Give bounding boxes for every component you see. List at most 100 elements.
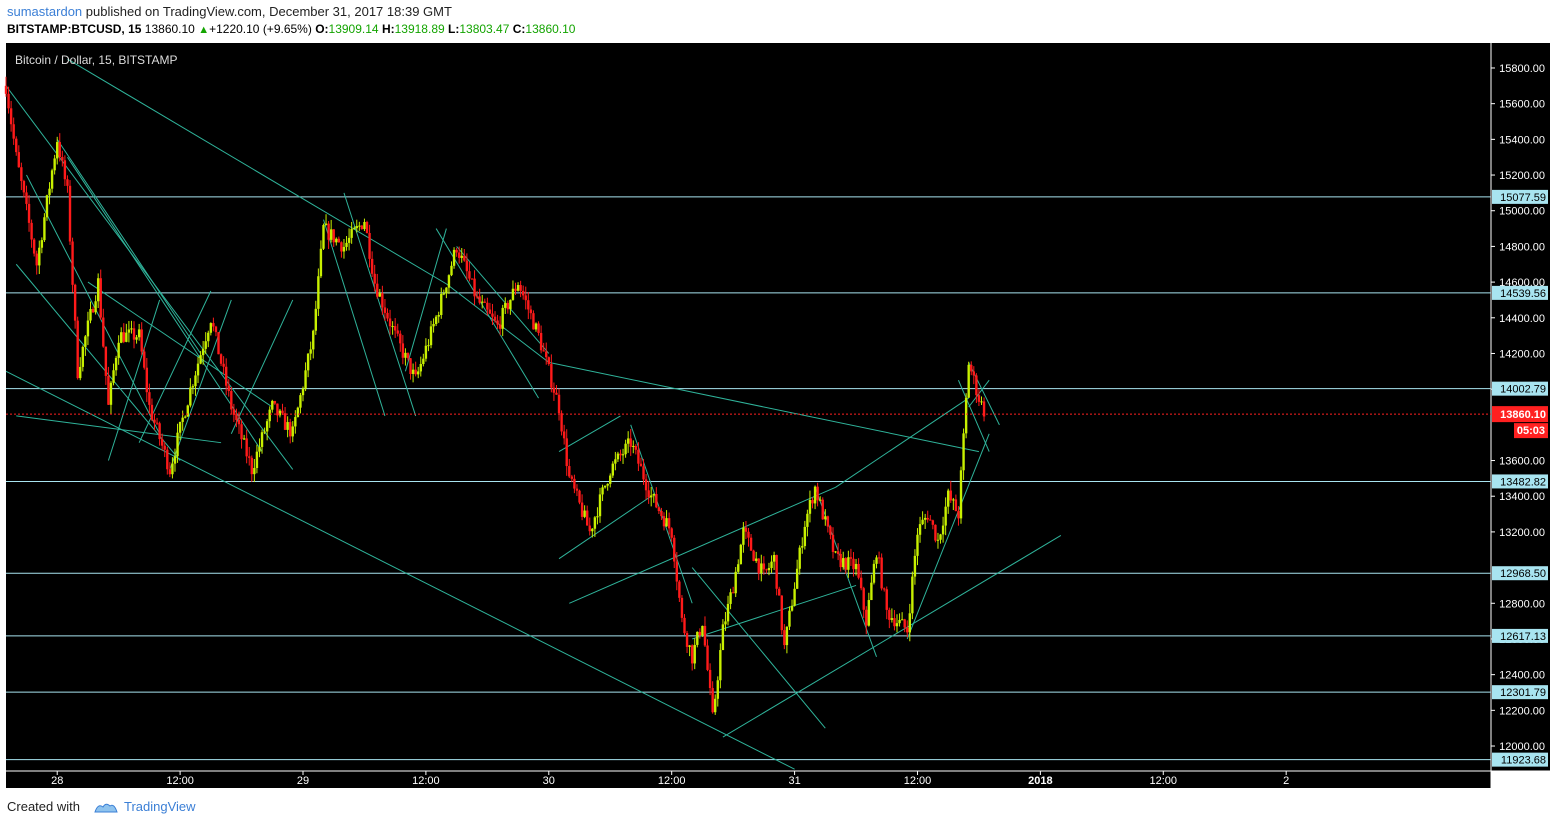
candle-up — [742, 527, 745, 545]
candle-up — [813, 486, 817, 504]
level-price-label: 12617.13 — [1500, 631, 1546, 643]
candle-down — [232, 409, 236, 415]
trendline[interactable] — [56, 139, 202, 354]
candle-up — [785, 626, 789, 646]
candle-down — [61, 157, 64, 161]
trendline[interactable] — [5, 370, 795, 770]
trendline[interactable] — [558, 415, 621, 453]
candle-down — [826, 516, 830, 527]
publish-info: sumastardon published on TradingView.com… — [7, 4, 452, 19]
candle-down — [849, 557, 853, 559]
author-link[interactable]: sumastardon — [7, 4, 83, 19]
candle-up — [194, 375, 197, 387]
candle-up — [253, 468, 256, 475]
candle-up — [209, 323, 213, 333]
candle-up — [56, 142, 59, 159]
candle-down — [102, 317, 105, 347]
candle-down — [376, 283, 379, 297]
candle-down — [906, 627, 909, 633]
y-tick-label: 13400.00 — [1499, 491, 1545, 503]
candle-down — [585, 510, 589, 526]
trendline[interactable] — [15, 263, 181, 461]
candle-down — [775, 555, 778, 589]
trendline[interactable] — [107, 299, 161, 461]
candle-up — [895, 623, 899, 627]
candle-up — [693, 644, 696, 664]
candle-up — [944, 506, 947, 526]
candle-up — [591, 528, 594, 532]
candle-down — [982, 401, 986, 417]
candle-up — [178, 421, 182, 433]
candle-down — [655, 493, 658, 508]
candle-up — [424, 345, 428, 359]
candle-up — [427, 345, 430, 347]
candle-up — [258, 446, 261, 452]
trendline[interactable] — [835, 397, 969, 488]
candle-up — [358, 225, 361, 227]
trendline[interactable] — [957, 380, 990, 452]
candle-up — [450, 265, 453, 276]
candle-up — [378, 293, 382, 297]
trendline[interactable] — [87, 281, 273, 408]
trendline[interactable] — [67, 58, 447, 285]
brand-label: TradingView — [123, 799, 196, 814]
trendline[interactable] — [692, 584, 857, 640]
trendline[interactable] — [722, 535, 1062, 738]
trendline[interactable] — [230, 299, 294, 434]
candle-down — [383, 307, 387, 313]
trendline[interactable] — [569, 486, 836, 604]
candle-down — [570, 476, 574, 479]
trendline[interactable] — [906, 433, 990, 640]
trendline[interactable] — [558, 495, 652, 560]
candle-down — [954, 499, 958, 512]
candle-up — [322, 225, 325, 249]
candle-down — [132, 328, 136, 340]
candle-up — [265, 421, 269, 432]
candle-up — [939, 534, 942, 540]
trendline[interactable] — [169, 299, 232, 470]
candle-up — [201, 348, 205, 356]
candle-up — [350, 228, 353, 238]
candle-down — [143, 351, 146, 368]
tradingview-link[interactable]: TradingView — [86, 799, 196, 814]
candle-up — [186, 405, 189, 417]
last-price-label-bg — [1492, 406, 1548, 423]
candle-up — [913, 555, 917, 577]
trendline[interactable] — [323, 219, 386, 417]
candle-down — [529, 309, 533, 314]
trendline[interactable] — [404, 228, 447, 372]
trendline[interactable] — [26, 174, 161, 434]
candle-up — [353, 228, 356, 230]
candle-up — [964, 397, 968, 434]
candle-down — [327, 223, 330, 240]
trendline[interactable] — [67, 156, 263, 452]
candle-up — [509, 299, 512, 310]
level-price-label: 13482.82 — [1500, 476, 1546, 488]
trendline[interactable] — [343, 192, 417, 417]
trendline[interactable] — [456, 246, 550, 354]
trendline[interactable] — [691, 567, 826, 729]
candle-up — [606, 483, 609, 486]
time-axis[interactable] — [6, 771, 1491, 788]
candle-down — [537, 323, 540, 333]
candle-down — [219, 354, 223, 364]
candle-up — [196, 363, 200, 376]
y-tick-label: 14800.00 — [1499, 241, 1545, 253]
candle-up — [301, 388, 305, 396]
trendline[interactable] — [548, 361, 980, 453]
last-price-text: 13860.10 — [144, 22, 195, 36]
candle-up — [191, 386, 195, 388]
price-chart[interactable]: 12000.0012200.0012400.0012600.0012800.00… — [0, 43, 1556, 790]
candle-up — [806, 513, 809, 527]
candle-down — [337, 238, 341, 243]
candle-down — [893, 618, 896, 627]
candle-down — [122, 332, 125, 342]
candle-up — [43, 217, 46, 241]
candle-up — [306, 353, 310, 371]
candle-up — [38, 247, 41, 266]
candle-down — [747, 531, 750, 538]
candle-up — [890, 618, 894, 620]
candle-up — [79, 366, 82, 379]
candle-down — [401, 343, 405, 358]
candle-up — [941, 525, 945, 535]
